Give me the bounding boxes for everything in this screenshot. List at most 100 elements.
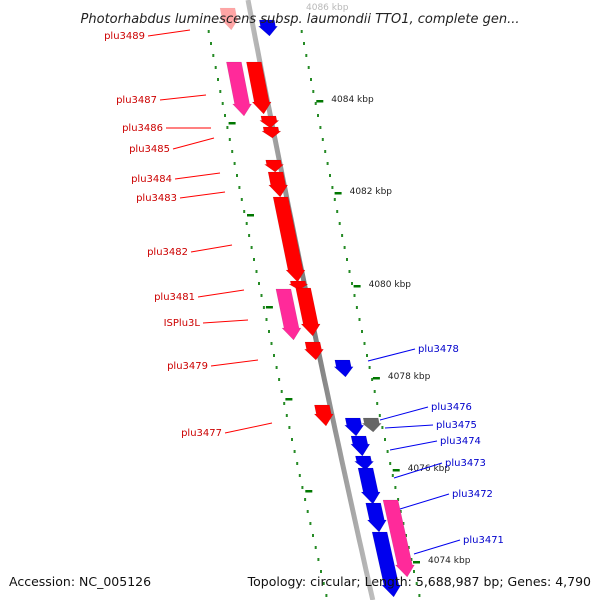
left-guide-dot (243, 210, 246, 213)
right-guide-dot (310, 78, 312, 81)
left-label-leader (197, 289, 245, 298)
right-guide-dot (361, 330, 363, 333)
left-guide-dot (298, 474, 301, 477)
left-guide-dot (214, 66, 217, 69)
gene-plu3476[interactable] (344, 417, 365, 437)
left-gene-label[interactable]: plu3481 (154, 292, 195, 303)
right-guide-dot (376, 402, 379, 405)
right-guide-dot (418, 594, 421, 597)
left-guide-dot (221, 102, 224, 105)
right-guide-dot (336, 210, 339, 213)
gene-plu3487[interactable] (246, 61, 272, 115)
map-title: Photorhabdus luminescens subsp. laumondi… (81, 12, 520, 27)
left-guide-dot (262, 306, 265, 309)
left-gene-label[interactable]: plu3484 (131, 174, 172, 185)
left-gene-label[interactable]: plu3489 (104, 31, 145, 42)
left-guide-dot (212, 54, 215, 57)
left-guide-dot (293, 450, 296, 453)
gene-plu3482[interactable] (272, 196, 306, 283)
right-guide-dot (338, 222, 341, 225)
right-gene-label[interactable]: plu3475 (436, 420, 477, 431)
right-gene-label[interactable]: plu3471 (463, 535, 504, 546)
left-guide-dot (322, 582, 325, 585)
left-guide-dot (325, 594, 328, 597)
left-guide-dot (253, 258, 255, 261)
right-gene-label[interactable]: plu3474 (440, 436, 481, 447)
summary-text: Topology: circular; Length: 5,688,987 bp… (247, 574, 591, 589)
gene-plu3471-pseudo[interactable] (382, 499, 415, 578)
gene-plu3487-is[interactable] (226, 61, 253, 117)
gene-plu3478[interactable] (333, 359, 354, 378)
left-label-leader (172, 137, 215, 150)
gene-plu3486[interactable] (259, 115, 280, 129)
left-guide-dot (280, 390, 283, 393)
left-gene-label[interactable]: plu3486 (122, 123, 163, 134)
left-guide-dot (291, 438, 293, 441)
gene-plu3484[interactable] (263, 159, 285, 173)
gene-plu3481-a[interactable] (287, 280, 309, 291)
left-guide-dot (233, 162, 236, 165)
left-guide-dot (250, 246, 253, 249)
right-label-leader (384, 424, 434, 429)
guide-layer (207, 30, 421, 597)
left-guide-dot (217, 78, 219, 81)
left-guide-dot (278, 378, 281, 381)
gene-plu3477[interactable] (313, 404, 334, 427)
right-guide-dot (381, 426, 384, 429)
gene-plu3471[interactable] (371, 531, 402, 598)
scale-tick (392, 469, 400, 472)
gene-plu3481[interactable] (295, 287, 321, 337)
top-tick-label: 4086 kbp (306, 3, 349, 13)
scale-tick-label: 4078 kbp (388, 372, 431, 382)
gene-plu3472-a[interactable] (357, 467, 381, 505)
right-guide-dot (355, 306, 358, 309)
gene-plu3485[interactable] (261, 126, 282, 139)
right-guide-dot (300, 30, 303, 33)
right-guide-dot (413, 570, 415, 573)
gene-plu3488[interactable] (257, 19, 279, 37)
gene-plu3475[interactable] (361, 417, 382, 433)
gene-plu3479[interactable] (303, 341, 324, 361)
right-guide-dot (410, 558, 413, 561)
right-guide-dot (317, 114, 319, 117)
right-guide-dot (341, 234, 344, 237)
left-gene-label[interactable]: plu3485 (129, 144, 170, 155)
gene-plu3473[interactable] (353, 455, 375, 471)
right-guide-dot (368, 366, 371, 369)
left-gene-label[interactable]: plu3482 (147, 247, 188, 258)
right-guide-dot (312, 90, 315, 93)
scale-tick (353, 285, 361, 288)
left-gene-label[interactable]: ISPlu3L (164, 318, 201, 329)
left-guide-dot (288, 426, 291, 429)
right-gene-label[interactable]: plu3473 (445, 458, 486, 469)
left-label-leader (224, 422, 273, 434)
right-guide-dot (324, 150, 327, 153)
scale-tick-label: 4074 kbp (428, 556, 471, 566)
left-guide-dot (226, 126, 229, 129)
left-guide-dot (228, 138, 231, 141)
right-guide-dot (373, 390, 376, 393)
left-guide-dot (270, 342, 273, 345)
left-gene-label[interactable]: plu3477 (181, 428, 222, 439)
right-guide-dot (358, 318, 361, 321)
left-label-leader (179, 191, 226, 199)
right-guide-dot (329, 174, 331, 177)
tick-layer: 4084 kbp 4082 kbp 4080 kbp 4078 kbp 4076 kbp… (228, 95, 471, 566)
left-gene-label[interactable]: plu3483 (136, 193, 177, 204)
left-guide-dot (296, 462, 299, 465)
left-gene-label[interactable]: plu3487 (116, 95, 157, 106)
right-gene-label[interactable]: plu3472 (452, 489, 493, 500)
right-label-leader (367, 348, 416, 362)
gene-plu3489[interactable] (219, 7, 240, 31)
gene-plu3472[interactable] (365, 502, 387, 533)
left-guide-dot (268, 330, 270, 333)
right-gene-label[interactable]: plu3478 (418, 344, 459, 355)
gene-plu3483[interactable] (267, 171, 289, 198)
right-gene-label[interactable]: plu3476 (431, 402, 472, 413)
left-gene-label[interactable]: plu3479 (167, 361, 208, 372)
left-guide-dot (314, 546, 317, 549)
gene-plu3474[interactable] (350, 435, 371, 457)
left-guide-dot (245, 222, 248, 225)
gene-isplu3l[interactable] (275, 288, 302, 341)
